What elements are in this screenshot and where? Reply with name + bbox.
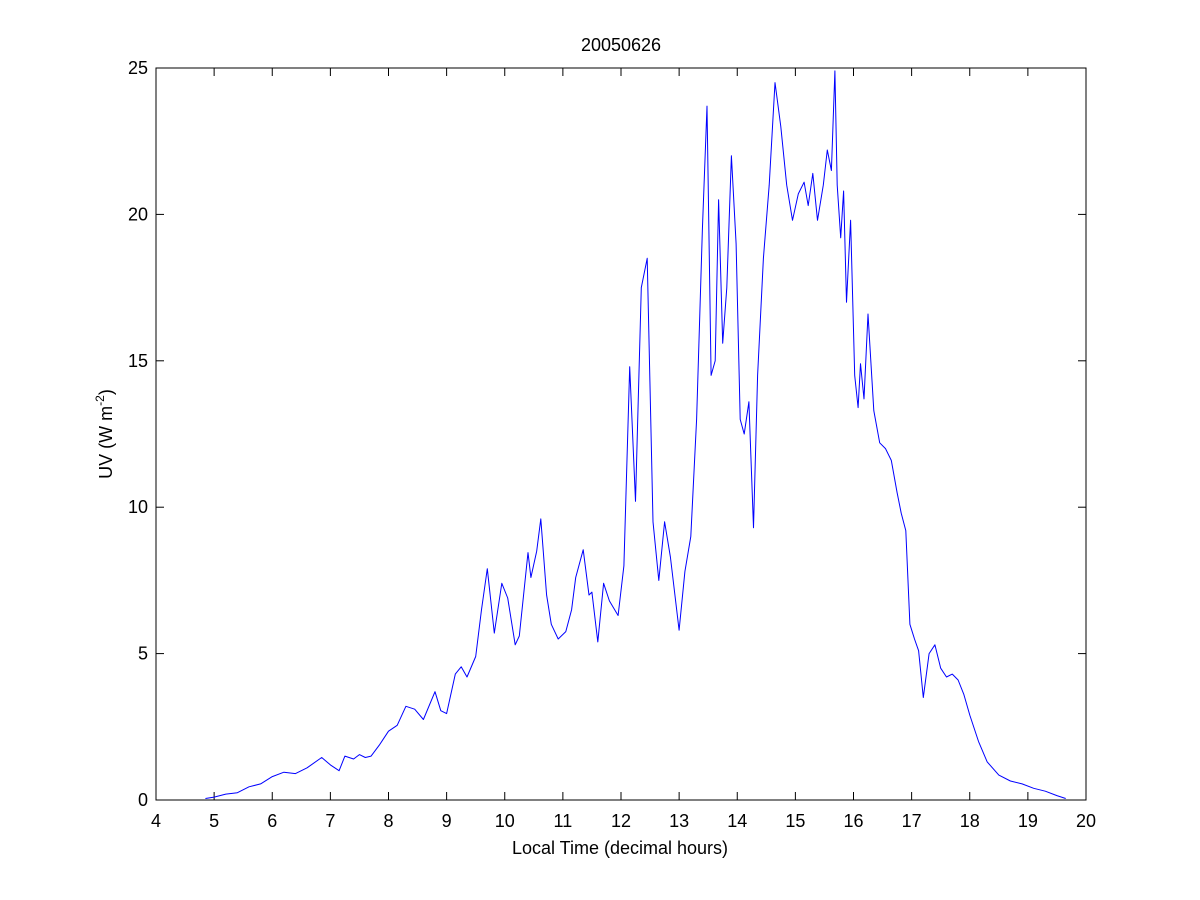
x-tick-label: 14 [727,811,747,831]
x-tick-label: 4 [151,811,161,831]
y-axis-label-superscript: -2 [93,395,107,406]
x-tick-label: 11 [554,811,573,831]
x-axis-label: Local Time (decimal hours) [512,838,728,858]
y-tick-labels: 0 5 10 15 20 25 [128,58,148,810]
y-axis-label-close: ) [96,389,116,395]
x-tick-label: 9 [442,811,452,831]
y-tick-label: 15 [128,351,148,371]
y-tick-label: 20 [128,204,148,224]
chart-title: 20050626 [581,35,661,55]
y-tick-label: 5 [138,644,148,664]
plot-area-frame [155,67,1087,801]
y-tick-label: 0 [138,790,148,810]
x-tick-label: 7 [325,811,335,831]
axis-ticks [155,67,1087,801]
y-axis-label-main: UV (W m [96,406,116,479]
y-axis-label: UV (W m-2) [93,389,116,479]
x-tick-labels: 4 5 6 7 8 9 10 11 12 13 14 15 16 17 18 19 20 [151,811,1096,831]
x-tick-label: 20 [1076,811,1096,831]
x-tick-label: 10 [495,811,515,831]
x-tick-label: 16 [843,811,863,831]
x-tick-label: 13 [669,811,689,831]
x-tick-label: 19 [1018,811,1038,831]
uv-series-line [205,70,1066,799]
x-tick-label: 17 [902,811,922,831]
x-tick-label: 15 [785,811,805,831]
x-tick-label: 5 [209,811,219,831]
x-tick-label: 6 [267,811,277,831]
x-tick-label: 18 [960,811,980,831]
x-tick-label: 8 [383,811,393,831]
x-tick-label: 12 [611,811,631,831]
y-tick-label: 10 [128,497,148,517]
y-tick-label: 25 [128,58,148,78]
